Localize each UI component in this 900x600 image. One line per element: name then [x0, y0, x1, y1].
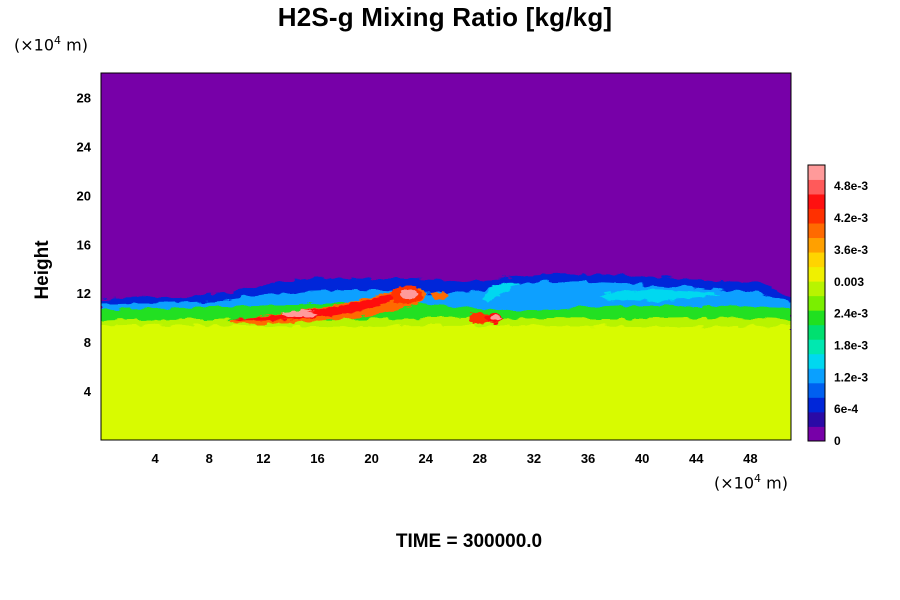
- x-tick-label: 44: [689, 451, 704, 466]
- y-axis-unit: (×104 m): [14, 34, 88, 55]
- colorbar-swatch: [808, 310, 825, 326]
- x-tick-label: 32: [527, 451, 541, 466]
- colorbar-swatch: [808, 237, 825, 253]
- colorbar-swatch: [808, 353, 825, 369]
- colorbar-label: 4.2e-3: [834, 211, 868, 225]
- colorbar-swatch: [808, 266, 825, 282]
- colorbar-label: 4.8e-3: [834, 179, 868, 193]
- y-tick-label: 4: [84, 384, 92, 399]
- x-tick-label: 12: [256, 451, 270, 466]
- colorbar-swatch: [808, 426, 825, 442]
- x-tick-label: 40: [635, 451, 649, 466]
- chart-title: H2S-g Mixing Ratio [kg/kg]: [277, 2, 613, 32]
- y-tick-label: 12: [77, 286, 91, 301]
- y-tick-label: 20: [77, 188, 91, 203]
- colorbar-label: 3.6e-3: [834, 243, 868, 257]
- colorbar-swatch: [808, 411, 825, 427]
- colorbar-label: 0.003: [834, 275, 864, 289]
- x-tick-label: 8: [206, 451, 213, 466]
- colorbar-frame: [807, 164, 826, 442]
- y-axis-ticks: 4 8 12 16 20 24 28: [77, 90, 92, 399]
- colorbar-swatch: [808, 397, 825, 413]
- plot-area: [101, 73, 791, 440]
- lower-layer-field: [101, 330, 791, 440]
- colorbar-swatch: [808, 324, 825, 340]
- y-tick-label: 8: [84, 335, 91, 350]
- colorbar-swatch: [808, 223, 825, 239]
- colorbar-swatch: [808, 165, 825, 180]
- x-tick-label: 20: [364, 451, 378, 466]
- y-tick-label: 28: [77, 90, 91, 105]
- y-tick-label: 16: [77, 237, 91, 252]
- plume: [228, 286, 502, 324]
- x-axis-ticks: 4 8 12 16 20 24 28 32 36 40 44 48: [152, 451, 758, 466]
- colorbar-label: 1.8e-3: [834, 339, 868, 353]
- colorbar-swatch: [808, 252, 825, 268]
- colorbar: [807, 164, 826, 442]
- colorbar-swatch: [808, 281, 825, 297]
- colorbar-label: 1.2e-3: [834, 370, 868, 384]
- plot-frame: [100, 72, 792, 441]
- colorbar-label: 0: [834, 434, 841, 448]
- x-axis-unit: (×104 m): [714, 472, 788, 493]
- colorbar-swatch: [808, 368, 825, 384]
- colorbar-swatch: [808, 295, 825, 311]
- colorbar-swatch: [808, 194, 825, 209]
- x-tick-label: 28: [473, 451, 487, 466]
- colorbar-swatch: [808, 208, 825, 224]
- colorbar-swatch: [808, 382, 825, 398]
- x-tick-label: 24: [418, 451, 433, 466]
- colorbar-label: 2.4e-3: [834, 307, 868, 321]
- time-label: TIME = 300000.0: [395, 531, 543, 552]
- x-tick-label: 16: [310, 451, 324, 466]
- x-tick-label: 4: [152, 451, 160, 466]
- x-tick-label: 48: [743, 451, 757, 466]
- y-tick-label: 24: [77, 139, 92, 154]
- x-tick-label: 36: [581, 451, 595, 466]
- colorbar-labels: 4.8e-3 4.2e-3 3.6e-3 0.003 2.4e-3 1.8e-3 1.2e-…: [834, 179, 868, 448]
- colorbar-swatch: [808, 339, 825, 355]
- colorbar-swatch: [808, 179, 825, 195]
- colorbar-label: 6e-4: [834, 402, 858, 416]
